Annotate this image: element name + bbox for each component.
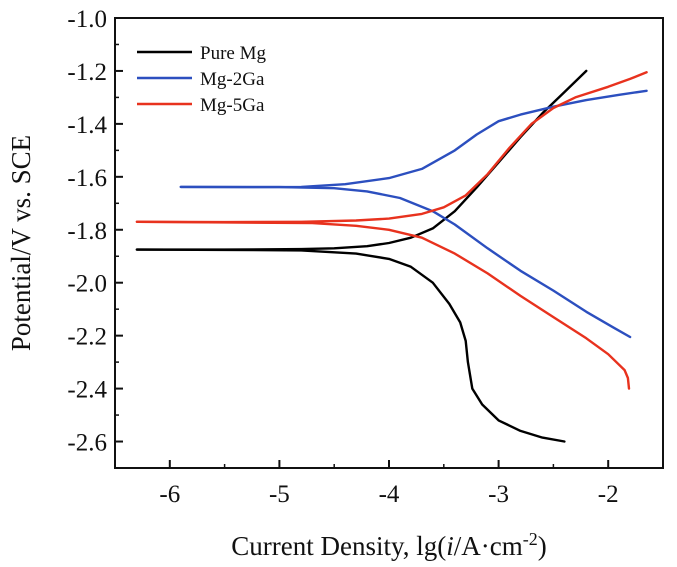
- series-line-mg-5ga-cathodic: [135, 220, 631, 390]
- y-tick-label: -2.6: [67, 430, 107, 457]
- x-axis-title: Current Density, lg(i/A·cm-2): [231, 529, 546, 561]
- legend-label: Mg-5Ga: [200, 95, 265, 116]
- series-line-pure-mg-cathodic: [135, 248, 566, 443]
- y-tick-label: -1.4: [67, 112, 107, 139]
- y-axis-title: Potential/V vs. SCE: [6, 135, 36, 351]
- series-line-mg-2ga-cathodic: [179, 185, 632, 339]
- x-tick-label: -5: [269, 481, 290, 508]
- y-tick-label: -1.0: [67, 6, 107, 33]
- y-tick-label: -2.4: [67, 377, 107, 404]
- y-tick-label: -2.2: [67, 324, 107, 351]
- x-tick-label: -6: [159, 481, 180, 508]
- x-tick-label: -2: [598, 481, 619, 508]
- series-line-mg-5ga-anodic: [135, 71, 648, 224]
- series-line-mg-2ga-anodic: [179, 89, 648, 189]
- y-tick-label: -1.2: [67, 59, 107, 86]
- x-tick-label: -3: [488, 481, 509, 508]
- y-tick-label: -2.0: [67, 271, 107, 298]
- legend-label: Pure Mg: [200, 43, 266, 64]
- y-tick-label: -1.8: [67, 218, 107, 245]
- y-tick-label: -1.6: [67, 165, 107, 192]
- x-tick-label: -4: [379, 481, 400, 508]
- series-curves: [135, 69, 648, 443]
- legend-label: Mg-2Ga: [200, 69, 265, 90]
- axis-ticks: -6 -5 -4 -3 -2 -1.0 -1.2 -1.4 -1.6 -1.8 -2.0 -2.2 -2…: [67, 6, 664, 508]
- legend: Pure Mg Mg-2Ga Mg-5Ga: [137, 43, 266, 116]
